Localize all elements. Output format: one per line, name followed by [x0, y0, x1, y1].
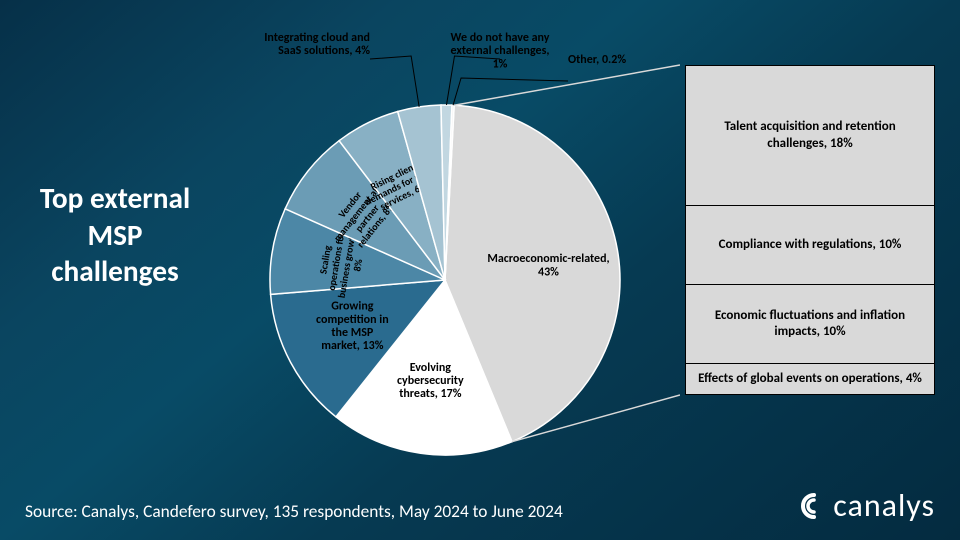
leader-line — [370, 56, 419, 107]
connector-line — [454, 65, 680, 105]
leader-line — [453, 78, 568, 105]
breakdown-table: Talent acquisition and retention challen… — [685, 65, 935, 395]
breakdown-cell: Economic fluctuations and inflation impa… — [685, 285, 935, 364]
canalys-logo-icon — [801, 493, 827, 519]
chart-title: Top external MSP challenges — [30, 180, 200, 290]
canalys-logo-text: canalys — [833, 486, 935, 525]
slide-canvas: Top external MSP challenges Macroeconomi… — [0, 0, 960, 540]
source-caption: Source: Canalys, Candefero survey, 135 r… — [25, 500, 563, 522]
pie-chart: Macroeconomic-related,43%Evolvingcyberse… — [210, 25, 680, 495]
breakdown-cell: Compliance with regulations, 10% — [685, 206, 935, 285]
breakdown-cell: Effects of global events on operations, … — [685, 364, 935, 395]
breakdown-cell: Talent acquisition and retention challen… — [685, 65, 935, 206]
callout-label: Integrating cloud andSaaS solutions, 4% — [264, 31, 370, 58]
callout-label: We do not have anyexternal challenges,1% — [451, 31, 550, 71]
callout-label: Other, 0.2% — [568, 53, 626, 67]
pie-svg: Macroeconomic-related,43%Evolvingcyberse… — [210, 25, 680, 495]
canalys-logo: canalys — [801, 486, 935, 525]
